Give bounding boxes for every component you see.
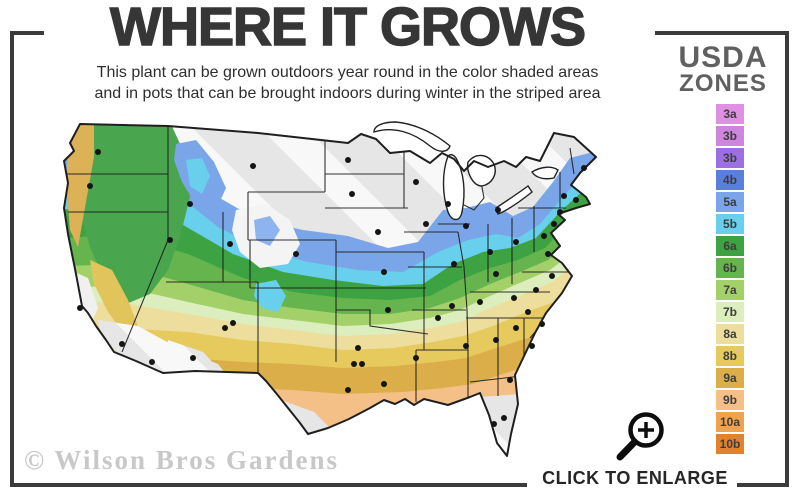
- city-dot: [463, 343, 469, 349]
- city-dot: [513, 325, 519, 331]
- us-outline: [63, 123, 597, 457]
- city-dot: [449, 303, 455, 309]
- legend-zone-5a: 5a: [716, 192, 744, 212]
- city-dot: [493, 271, 499, 277]
- city-dot: [381, 269, 387, 275]
- legend-title-usda: USDA: [678, 41, 768, 74]
- page-title: WHERE IT GROWS: [109, 0, 586, 58]
- city-dot: [293, 251, 299, 257]
- legend-zone-6a: 6a: [716, 236, 744, 256]
- city-dot: [87, 183, 93, 189]
- city-dot: [190, 355, 196, 361]
- city-dot: [435, 315, 441, 321]
- legend-zone-5b: 5b: [716, 214, 744, 234]
- lake-michigan-shape: [442, 154, 465, 221]
- city-dot: [545, 251, 551, 257]
- city-dot: [495, 207, 501, 213]
- city-dot: [95, 149, 101, 155]
- legend-title: USDA ZONES: [660, 41, 786, 97]
- city-dot: [359, 361, 365, 367]
- city-dot: [381, 381, 387, 387]
- city-dot: [529, 343, 535, 349]
- city-dot: [511, 295, 517, 301]
- legend-zone-8a: 8a: [716, 324, 744, 344]
- city-dot: [477, 299, 483, 305]
- frame-bottom-left: [10, 483, 527, 487]
- click-to-enlarge-button[interactable]: CLICK TO ENLARGE: [542, 468, 728, 488]
- city-dot: [222, 325, 228, 331]
- city-dot: [227, 241, 233, 247]
- city-dot: [533, 287, 539, 293]
- great-lakes: [373, 121, 559, 221]
- city-dot: [250, 163, 256, 169]
- city-dot: [501, 415, 507, 421]
- frame-top-right: [655, 31, 789, 35]
- city-dot: [507, 377, 513, 383]
- city-dot: [149, 359, 155, 365]
- city-dot: [573, 197, 579, 203]
- legend-zone-6b: 6b: [716, 258, 744, 278]
- city-dot: [463, 223, 469, 229]
- city-dot: [187, 201, 193, 207]
- city-dot: [345, 387, 351, 393]
- city-dot: [413, 355, 419, 361]
- city-dot: [551, 221, 557, 227]
- legend-zone-8b: 8b: [716, 346, 744, 366]
- city-dot: [423, 221, 429, 227]
- city-dot: [445, 201, 451, 207]
- legend-title-zones: ZONES: [679, 69, 767, 97]
- city-dot: [557, 209, 563, 215]
- legend-zone-7b: 7b: [716, 302, 744, 322]
- city-dot: [451, 261, 457, 267]
- lake-huron-shape: [466, 154, 496, 187]
- city-dot: [385, 307, 391, 313]
- frame-top-left: [10, 31, 44, 35]
- us-hardiness-zone-map[interactable]: [18, 112, 668, 474]
- city-dot: [351, 361, 357, 367]
- legend-zone-7a: 7a: [716, 280, 744, 300]
- city-dot: [539, 321, 545, 327]
- zone-legend: 3a 3b 3b 4b 5a 5b 6a 6b 7a 7b 8a 8b 9a 9b 10a 10b: [716, 104, 744, 456]
- legend-zone-3b: 3b: [716, 148, 744, 168]
- city-dot: [525, 309, 531, 315]
- city-dot: [513, 239, 519, 245]
- city-dot: [581, 165, 587, 171]
- legend-zone-10b: 10b: [716, 434, 744, 454]
- city-dot: [355, 345, 361, 351]
- city-dot: [541, 233, 547, 239]
- subtitle: This plant can be grown outdoors year ro…: [40, 62, 655, 104]
- frame-right: [785, 31, 789, 487]
- legend-zone-9b: 9b: [716, 390, 744, 410]
- city-dot: [77, 305, 83, 311]
- city-dot: [345, 157, 351, 163]
- lake-erie-shape: [495, 184, 533, 215]
- city-dot: [491, 421, 497, 427]
- watermark: © Wilson Bros Gardens: [24, 445, 339, 475]
- frame-left: [10, 31, 14, 487]
- legend-zone-3b: 3b: [716, 126, 744, 146]
- subtitle-line-2: and in pots that can be brought indoors …: [94, 85, 601, 103]
- city-dot: [493, 337, 499, 343]
- legend-zone-10a: 10a: [716, 412, 744, 432]
- lake-superior-shape: [373, 121, 451, 152]
- city-dot: [561, 193, 567, 199]
- lake-ontario-shape: [531, 166, 559, 180]
- city-dot: [230, 320, 236, 326]
- city-dot: [487, 249, 493, 255]
- city-dot: [119, 341, 125, 347]
- city-dot: [549, 273, 555, 279]
- city-dot: [349, 191, 355, 197]
- city-dots: [77, 149, 587, 427]
- city-dot: [413, 179, 419, 185]
- subtitle-line-1: This plant can be grown outdoors year ro…: [96, 64, 599, 81]
- magnifier-plus-icon[interactable]: [610, 404, 680, 466]
- frame-bottom-right: [737, 483, 789, 487]
- legend-zone-3a: 3a: [716, 104, 744, 124]
- legend-zone-4b: 4b: [716, 170, 744, 190]
- legend-zone-9a: 9a: [716, 368, 744, 388]
- city-dot: [167, 237, 173, 243]
- city-dot: [375, 229, 381, 235]
